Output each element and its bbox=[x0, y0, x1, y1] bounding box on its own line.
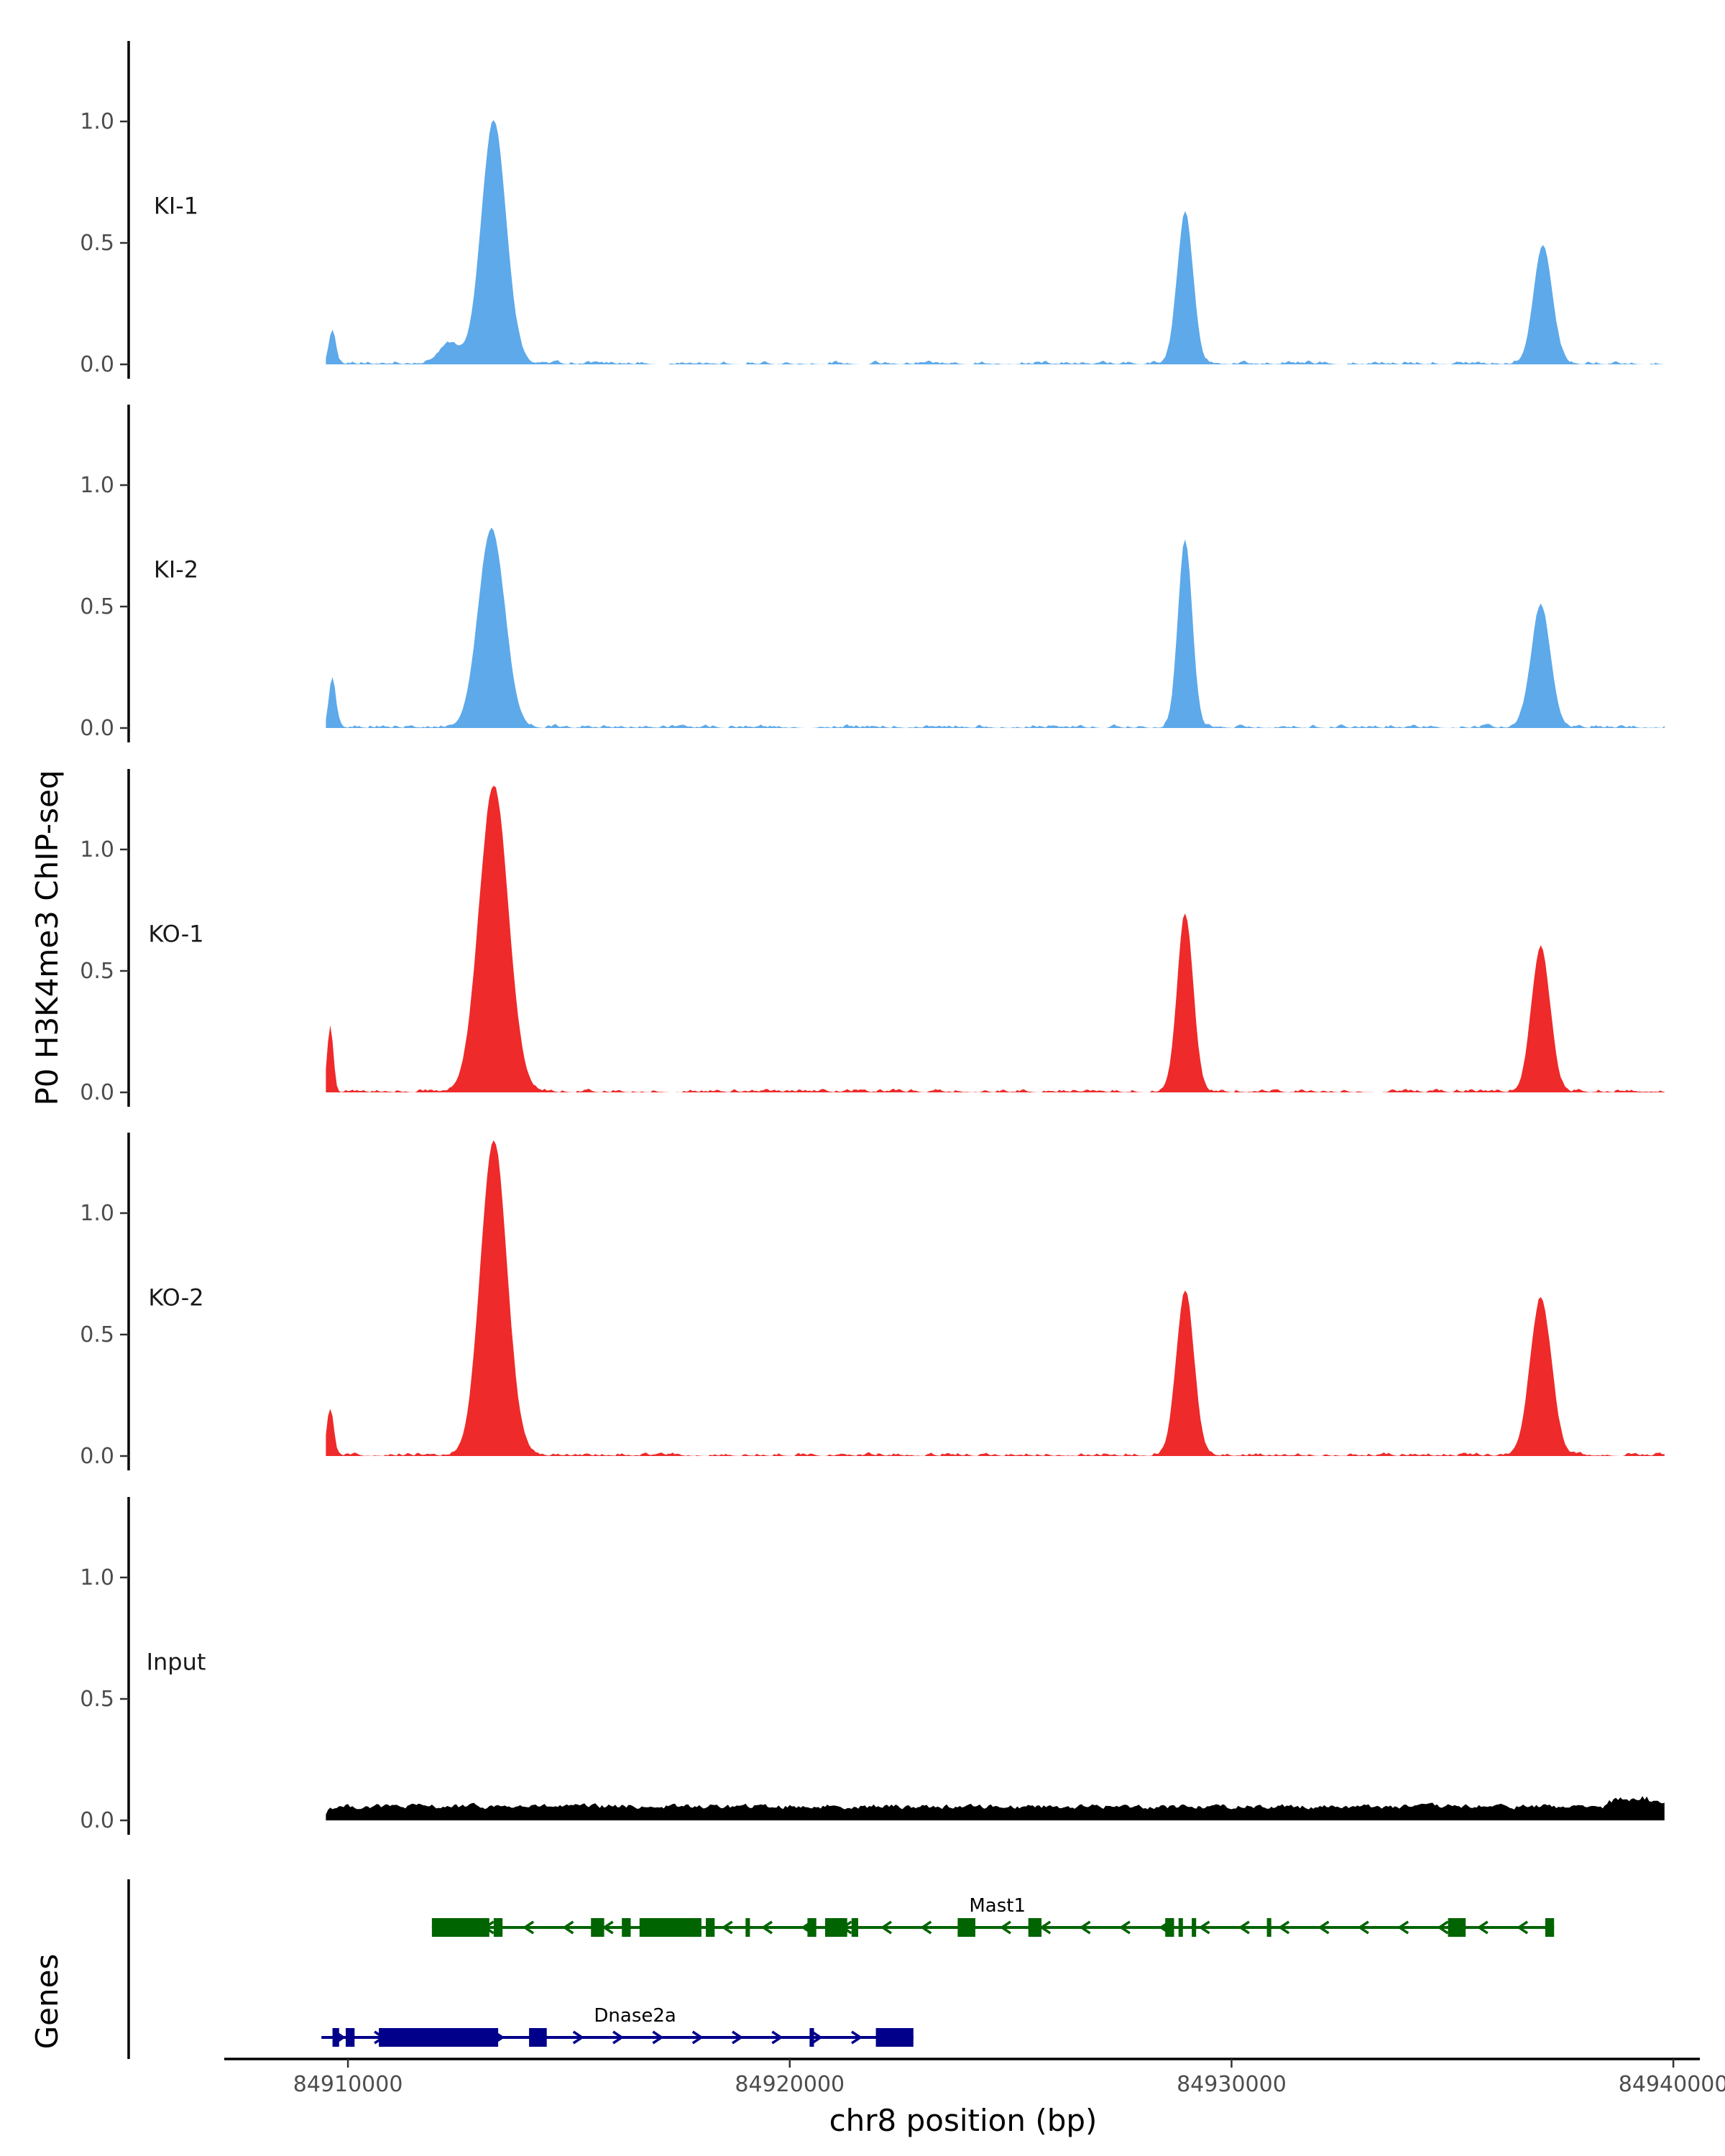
signal-area-ko-1 bbox=[326, 786, 1665, 1092]
y-tick-label: 0.0 bbox=[80, 716, 114, 741]
track-label: KI-2 bbox=[154, 556, 198, 583]
strand-chevron bbox=[1476, 1920, 1489, 1935]
gene-exon bbox=[1028, 1918, 1042, 1937]
strand-chevron bbox=[1397, 1920, 1409, 1935]
track-label: KO-2 bbox=[148, 1284, 203, 1311]
x-axis: chr8 position (bp) 84910000 84920000 84930… bbox=[224, 2058, 1725, 2138]
gene-exon bbox=[1178, 1918, 1183, 1937]
strand-chevron bbox=[880, 1920, 892, 1935]
strand-chevron bbox=[1118, 1920, 1131, 1935]
track-panel-ko-2: 0.0 0.5 1.0 KO-2 bbox=[80, 1133, 1665, 1470]
track-panel-input: 0.0 0.5 1.0 Input bbox=[80, 1497, 1665, 1835]
strand-chevron bbox=[1437, 1920, 1449, 1935]
y-tick-label: 0.5 bbox=[80, 1687, 114, 1712]
y-tick-label: 1.0 bbox=[80, 1201, 114, 1226]
strand-chevron bbox=[562, 1920, 574, 1935]
y-tick-label: 0.5 bbox=[80, 594, 114, 619]
strand-chevron bbox=[612, 2030, 625, 2045]
strand-chevron bbox=[572, 2030, 584, 2045]
signal-area-input bbox=[326, 1796, 1665, 1820]
gene-exon bbox=[809, 2028, 814, 2047]
gene-name-label: Mast1 bbox=[969, 1895, 1026, 1917]
signal-area-ko-2 bbox=[326, 1140, 1665, 1456]
track-panel-ki-2: 0.0 0.5 1.0 KI-2 bbox=[80, 405, 1665, 742]
gene-exon bbox=[639, 1918, 702, 1937]
gene-exon bbox=[1266, 1918, 1271, 1937]
y-tick-label: 0.5 bbox=[80, 959, 114, 984]
strand-chevron bbox=[1039, 1920, 1052, 1935]
signal-area-ki-2 bbox=[326, 528, 1665, 728]
y-tick-label: 0.5 bbox=[80, 231, 114, 256]
gene-exon bbox=[1448, 1918, 1466, 1937]
strand-chevron bbox=[1516, 1920, 1529, 1935]
gene-exon bbox=[379, 2028, 499, 2047]
gene-exon bbox=[431, 1918, 489, 1937]
strand-chevron bbox=[1079, 1920, 1091, 1935]
gene-dnase2a: Dnase2a bbox=[321, 2005, 914, 2047]
y-tick-label: 0.0 bbox=[80, 1808, 114, 1833]
strand-chevron bbox=[771, 2030, 783, 2045]
y-tick-label: 1.0 bbox=[80, 473, 114, 498]
strand-chevron bbox=[760, 1920, 773, 1935]
track-panel-ko-1: 0.0 0.5 1.0 KO-1 bbox=[80, 769, 1665, 1107]
gene-exon bbox=[1165, 1918, 1174, 1937]
gene-exon bbox=[332, 2028, 339, 2047]
x-tick-label: 84930000 bbox=[1177, 2072, 1287, 2097]
strand-chevron bbox=[811, 2030, 823, 2045]
strand-chevron bbox=[920, 1920, 932, 1935]
x-tick-label: 84920000 bbox=[735, 2072, 845, 2097]
strand-chevron bbox=[691, 2030, 704, 2045]
y-tick-label: 0.0 bbox=[80, 352, 114, 377]
gene-exon bbox=[825, 1918, 847, 1937]
track-panels: 0.00.51.0KI-10.00.51.0KI-20.00.51.0KO-10… bbox=[80, 41, 1665, 1835]
strand-chevron bbox=[1198, 1920, 1210, 1935]
genes-axis-title: Genes bbox=[29, 1954, 65, 2050]
gene-exon bbox=[875, 2028, 914, 2047]
strand-chevron bbox=[732, 2030, 744, 2045]
signal-area-ki-1 bbox=[326, 120, 1665, 364]
y-tick-label: 0.0 bbox=[80, 1444, 114, 1469]
track-label: KI-1 bbox=[154, 192, 198, 219]
strand-chevron bbox=[522, 1920, 535, 1935]
gene-exon bbox=[706, 1918, 715, 1937]
gene-exon bbox=[529, 2028, 547, 2047]
track-label: KO-1 bbox=[148, 920, 203, 947]
strand-chevron bbox=[1317, 1920, 1330, 1935]
x-axis-title: chr8 position (bp) bbox=[829, 2103, 1098, 2138]
gene-exon bbox=[957, 1918, 975, 1937]
gene-exon bbox=[622, 1918, 631, 1937]
y-tick-label: 1.0 bbox=[80, 109, 114, 134]
genes-panel: Genes Mast1 Dnase2a bbox=[29, 1879, 1555, 2059]
strand-chevron bbox=[652, 2030, 664, 2045]
x-tick-label: 84910000 bbox=[293, 2072, 403, 2097]
gene-exon bbox=[851, 1918, 858, 1937]
strand-chevron bbox=[1357, 1920, 1369, 1935]
y-tick-label: 1.0 bbox=[80, 1565, 114, 1590]
track-label: Input bbox=[147, 1648, 206, 1675]
y-tick-label: 0.0 bbox=[80, 1080, 114, 1105]
track-panel-ki-1: 0.0 0.5 1.0 KI-1 bbox=[80, 41, 1665, 379]
strand-chevron bbox=[721, 1920, 733, 1935]
y-tick-label: 0.5 bbox=[80, 1322, 114, 1348]
x-tick-label: 84940000 bbox=[1619, 2072, 1725, 2097]
gene-exon bbox=[1545, 1918, 1555, 1937]
gene-exon bbox=[745, 1918, 750, 1937]
gene-name-label: Dnase2a bbox=[594, 2005, 676, 2027]
strand-chevron bbox=[999, 1920, 1011, 1935]
strand-chevron bbox=[602, 1920, 614, 1935]
strand-chevron bbox=[1278, 1920, 1290, 1935]
y-tick-label: 1.0 bbox=[80, 837, 114, 862]
gene-exon bbox=[346, 2028, 355, 2047]
gene-mast1: Mast1 bbox=[431, 1895, 1555, 1937]
strand-chevron bbox=[1238, 1920, 1250, 1935]
y-axis-title: P0 H3K4me3 ChIP-seq bbox=[29, 770, 65, 1105]
gene-exon bbox=[493, 1918, 503, 1937]
gene-exon bbox=[591, 1918, 604, 1937]
strand-chevron bbox=[851, 2030, 863, 2045]
gene-exon bbox=[807, 1918, 816, 1937]
gene-exon bbox=[1192, 1918, 1197, 1937]
